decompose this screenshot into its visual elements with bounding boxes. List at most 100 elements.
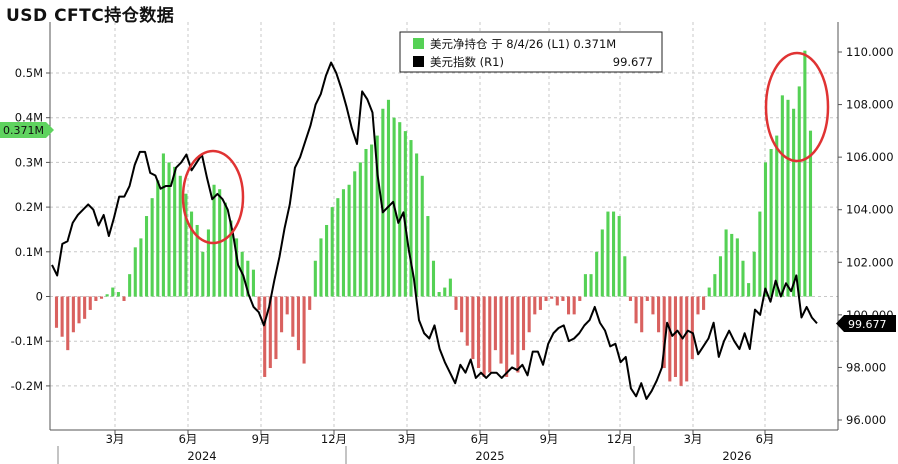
- bar: [775, 135, 779, 297]
- bar: [499, 296, 503, 364]
- bar: [398, 122, 402, 297]
- bar: [578, 296, 582, 301]
- bar: [66, 296, 70, 351]
- left-tick-label: 0.5M: [15, 66, 43, 80]
- bar: [325, 224, 329, 297]
- bar: [600, 229, 604, 297]
- bar: [291, 296, 295, 337]
- bar: [302, 296, 306, 364]
- bar: [353, 171, 357, 297]
- bar: [448, 278, 452, 297]
- left-tick-label: -0.1M: [11, 334, 43, 348]
- bar: [640, 296, 644, 333]
- bar: [296, 296, 300, 351]
- bar: [533, 296, 537, 315]
- month-label: 6月: [471, 432, 490, 446]
- bar: [88, 296, 92, 310]
- year-label: 2025: [475, 449, 504, 463]
- bar: [527, 296, 531, 333]
- bar: [375, 135, 379, 297]
- bar: [493, 296, 497, 351]
- bar: [415, 153, 419, 297]
- month-label: 6月: [179, 432, 198, 446]
- bar: [431, 260, 436, 297]
- grid: [50, 22, 838, 430]
- bar: [510, 296, 514, 355]
- bar: [550, 296, 554, 299]
- bar: [657, 296, 661, 333]
- bar: [336, 198, 340, 297]
- left-flag-text: 0.371M: [3, 124, 44, 137]
- legend-label-line: 美元指数 (R1): [430, 55, 504, 69]
- right-flag-shape: [836, 315, 896, 332]
- bar: [206, 229, 210, 297]
- bar: [786, 99, 790, 297]
- bar: [116, 292, 120, 297]
- bar: [505, 296, 509, 377]
- month-label: 3月: [106, 432, 125, 446]
- bar: [319, 238, 323, 297]
- bar: [161, 153, 165, 297]
- bar: [313, 260, 317, 297]
- legend: 美元净持仓 于 8/4/26 (L1) 0.371M 美元指数 (R1) 99.…: [399, 31, 663, 73]
- bar: [617, 216, 621, 297]
- bar: [673, 296, 677, 377]
- bar: [792, 108, 796, 297]
- month-label: 9月: [540, 432, 559, 446]
- bar: [195, 224, 199, 297]
- bar: [268, 296, 272, 369]
- bar: [685, 296, 689, 382]
- bar: [690, 296, 694, 360]
- bar: [471, 296, 475, 360]
- bar: [465, 296, 469, 346]
- right-tick-label: 98.000: [846, 360, 886, 374]
- bar: [555, 296, 559, 306]
- bar: [808, 130, 813, 297]
- right-value-flag: 99.677: [836, 315, 896, 332]
- month-label: 6月: [756, 432, 775, 446]
- bar: [403, 131, 407, 297]
- bar: [747, 283, 751, 297]
- bar: [285, 296, 289, 315]
- bar: [274, 296, 278, 360]
- bar: [634, 296, 638, 324]
- bar: [797, 86, 801, 297]
- bar: [71, 296, 75, 333]
- highlight-circle: [764, 51, 830, 163]
- bar: [724, 229, 728, 297]
- right-tick-label: 108.000: [846, 98, 894, 112]
- left-tick-label: 0.3M: [15, 155, 43, 169]
- bar: [521, 296, 526, 351]
- bar: [763, 162, 768, 297]
- bar: [488, 296, 492, 373]
- bar: [780, 95, 784, 297]
- bar: [606, 211, 610, 297]
- bar: [386, 99, 391, 297]
- legend-box: [399, 31, 663, 73]
- month-label: 3月: [684, 432, 703, 446]
- bar: [190, 211, 194, 297]
- line-layer: [51, 61, 818, 400]
- bar: [735, 238, 739, 297]
- year-label: 2026: [722, 449, 751, 463]
- bar: [167, 162, 171, 297]
- bar: [77, 296, 81, 324]
- left-tick-label: 0: [36, 290, 43, 304]
- right-flag-text: 99.677: [848, 318, 887, 331]
- bar: [251, 269, 255, 297]
- bar: [443, 287, 447, 297]
- bars: [54, 50, 813, 386]
- bar: [173, 166, 177, 297]
- bar: [561, 296, 565, 301]
- bar: [651, 296, 655, 315]
- bar: [150, 198, 154, 297]
- bar: [803, 50, 807, 297]
- left-tick-label: 0.4M: [15, 111, 43, 125]
- bar: [679, 296, 683, 386]
- bar: [223, 202, 227, 297]
- bar: [544, 296, 548, 301]
- legend-swatch-line: [413, 56, 424, 67]
- bar: [623, 256, 627, 297]
- bar: [718, 256, 723, 297]
- annotations: [181, 51, 830, 245]
